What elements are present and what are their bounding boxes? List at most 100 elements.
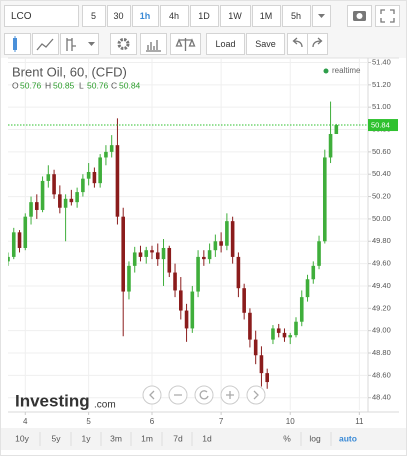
undo-icon (292, 37, 303, 48)
load-button[interactable] (206, 33, 245, 55)
plot-area (8, 101, 368, 389)
symbol-input[interactable] (4, 5, 79, 27)
candle-body (150, 250, 154, 253)
drawing-tool-button[interactable] (60, 33, 99, 55)
dropdown-arrow (318, 14, 325, 18)
indicator-button[interactable] (32, 33, 59, 55)
footer: 10y 5y 1y 3m 1m 7d 1d% log auto (15, 432, 357, 446)
candle-body (179, 290, 183, 311)
candle-body (11, 232, 16, 257)
range-button[interactable]: 5y (52, 433, 62, 443)
redo-icon (312, 37, 323, 48)
candle-body (144, 250, 149, 257)
studies-button[interactable] (140, 33, 167, 55)
range-button[interactable]: 7d (173, 433, 183, 443)
x-tick-label: 11 (355, 417, 364, 426)
interval-button[interactable] (220, 5, 251, 27)
x-tick-label: 7 (219, 417, 224, 426)
candle-body (282, 332, 287, 338)
interval-label: 1M (260, 11, 273, 21)
scale-button[interactable]: % (283, 433, 291, 443)
nav-icons (149, 390, 259, 400)
scale-button[interactable]: log (309, 433, 321, 443)
x-tick-label: 5 (86, 417, 91, 426)
candle-body (225, 221, 229, 246)
price-label: 50.84 (371, 121, 390, 130)
candle-body (138, 252, 143, 257)
candle-body (81, 178, 85, 193)
scroll-right[interactable] (246, 385, 266, 405)
chart-style-button[interactable] (4, 33, 31, 55)
interval-button[interactable] (190, 5, 219, 27)
candle-body (259, 355, 264, 374)
y-tick-label: 49.20 (372, 303, 391, 312)
range-button[interactable]: 1y (82, 433, 92, 443)
scale-button[interactable]: auto (339, 433, 357, 443)
candle-body (35, 202, 39, 210)
watermark-brand: Investing (15, 391, 90, 410)
camera-lens (356, 13, 363, 19)
candle-body (299, 297, 304, 322)
ohlc-label: O (12, 80, 19, 90)
symbol-text: LCO (11, 11, 32, 22)
candle-body (190, 291, 195, 329)
candle-body (161, 247, 166, 260)
interval-button[interactable] (132, 5, 159, 27)
interval-label: 5h (291, 11, 301, 21)
interval-button[interactable] (160, 5, 189, 27)
candle-body (58, 194, 62, 208)
interval-button[interactable] (252, 5, 281, 27)
interval-label: 4h (169, 11, 179, 21)
scroll-left[interactable] (142, 385, 162, 405)
y-tick-label: 51.20 (372, 80, 391, 89)
settings-button[interactable] (110, 33, 137, 55)
candle-body (75, 192, 79, 203)
candle-body (29, 202, 33, 217)
interval-label: 30 (113, 11, 123, 21)
range-button[interactable]: 3m (110, 433, 122, 443)
candle-body (132, 252, 137, 266)
candle-body (317, 241, 321, 266)
ohlc-label: H (45, 80, 51, 90)
range-button[interactable]: 1d (202, 433, 212, 443)
candle-body (207, 250, 212, 260)
candle-body (236, 256, 241, 289)
candle-body (328, 133, 333, 158)
y-tick-label: 49.00 (372, 326, 391, 335)
y-tick-label: 48.60 (372, 370, 391, 379)
candle-body (8, 256, 10, 262)
fullscreen-button[interactable] (375, 5, 400, 27)
undo-button[interactable] (287, 33, 308, 55)
price-label-bg (368, 119, 398, 132)
candle-body (294, 321, 298, 336)
redo-button[interactable] (307, 33, 328, 55)
y-tick-label: 50.40 (372, 169, 391, 178)
reset[interactable] (194, 385, 214, 405)
x-tick-label: 4 (23, 417, 28, 426)
interval-label: 1h (140, 11, 151, 21)
candle-body (52, 174, 56, 195)
candle-body (253, 339, 258, 356)
candle-body (173, 272, 177, 291)
load-text: Load (215, 39, 235, 49)
range-button[interactable]: 1m (141, 433, 153, 443)
fullscreen-icon (380, 9, 395, 23)
navigation (142, 385, 266, 405)
ohlc-value: 50.84 (119, 80, 141, 90)
y-tick-label: 49.40 (372, 281, 391, 290)
candle-body (40, 180, 45, 210)
y-tick-label: 51.00 (372, 102, 391, 111)
candle-body (127, 265, 131, 292)
candle-body (86, 171, 91, 179)
watermark-suffix: .com (94, 400, 116, 411)
candle-body (242, 288, 246, 313)
interval-button[interactable] (82, 5, 106, 27)
candle-body (98, 157, 102, 184)
interval-button[interactable] (282, 5, 311, 27)
range-button[interactable]: 10y (15, 433, 29, 443)
realtime-dot (323, 68, 329, 74)
candle-body (121, 216, 125, 292)
interval-button[interactable] (107, 5, 131, 27)
toolbar-row: Load Save (4, 33, 328, 55)
save-button[interactable] (246, 33, 285, 55)
